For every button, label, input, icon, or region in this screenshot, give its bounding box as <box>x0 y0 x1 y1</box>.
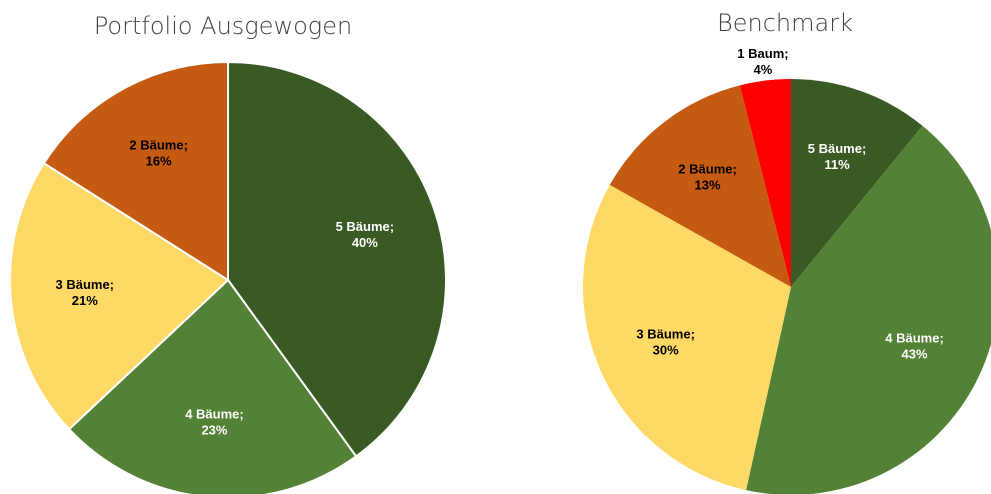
slice-label: 5 Bäume; <box>336 219 395 234</box>
pie-slice <box>746 125 991 494</box>
slice-value-label: 30% <box>653 342 679 357</box>
slice-value-label: 13% <box>695 177 721 192</box>
slice-label: 3 Bäume; <box>55 277 114 292</box>
pie-slice <box>791 79 923 287</box>
slice-label: 5 Bäume; <box>808 141 867 156</box>
slice-value-label: 11% <box>824 157 850 172</box>
slice-value-label: 40% <box>352 235 378 250</box>
pie-slice <box>9 161 230 431</box>
slice-label: 3 Bäume; <box>636 326 695 341</box>
pie-slice <box>739 79 791 287</box>
slice-value-label: 16% <box>146 153 172 168</box>
slice-value-label: 43% <box>902 346 928 361</box>
pie-slice <box>609 85 791 287</box>
slice-value-label: 23% <box>201 423 227 438</box>
slice-label: 1 Baum; <box>737 46 788 61</box>
slice-label: 2 Bäume; <box>678 161 737 176</box>
slice-value-label: 4% <box>754 62 773 77</box>
slice-label: 4 Bäume; <box>185 407 244 422</box>
chart-title: Benchmark <box>717 9 853 37</box>
chart-title: Portfolio Ausgewogen <box>94 12 352 40</box>
pie-slice <box>582 184 791 491</box>
slice-label: 2 Bäume; <box>129 137 188 152</box>
pie-slice <box>227 60 447 458</box>
pie-slice <box>42 60 229 282</box>
pie-slice <box>67 278 358 494</box>
slice-label: 4 Bäume; <box>885 330 944 345</box>
slice-value-label: 21% <box>72 293 98 308</box>
